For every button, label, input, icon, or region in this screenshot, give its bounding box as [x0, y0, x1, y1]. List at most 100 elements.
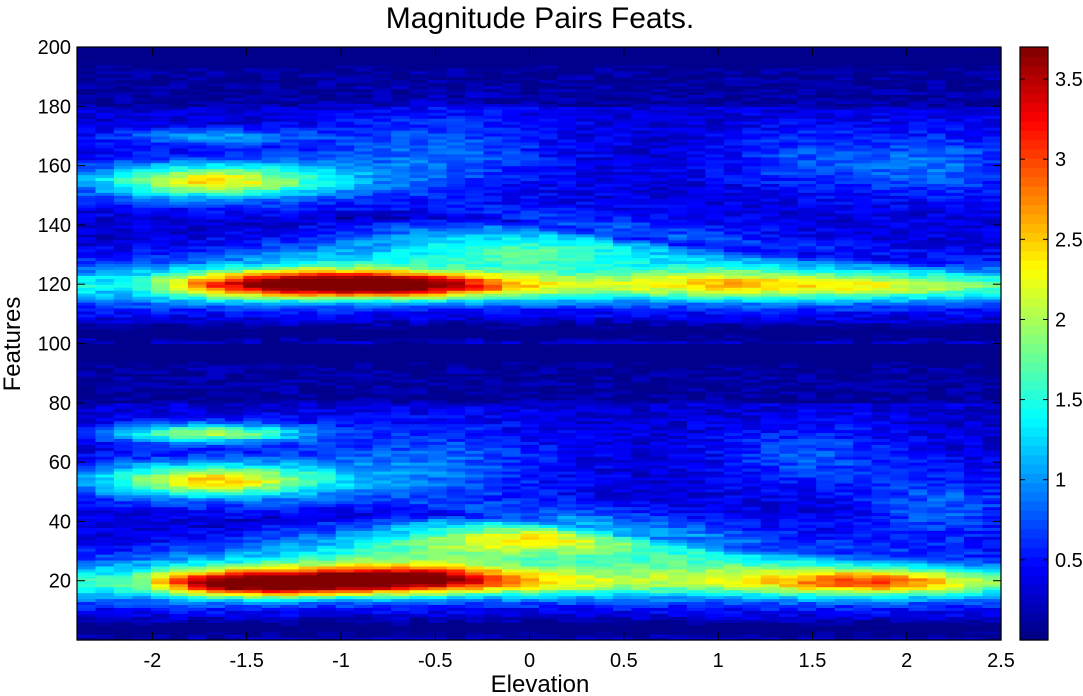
heatmap-cell: [150, 236, 170, 241]
heatmap-cell: [77, 580, 97, 585]
heatmap-cell: [113, 542, 134, 546]
heatmap-cell: [483, 130, 503, 134]
heatmap-cell: [261, 162, 281, 167]
heatmap-cell: [150, 213, 170, 217]
heatmap-cell: [502, 79, 522, 84]
heatmap-cell: [187, 503, 207, 508]
heatmap-cell: [335, 218, 355, 223]
heatmap-cell: [391, 462, 411, 466]
heatmap-cell: [95, 70, 115, 75]
heatmap-cell: [317, 512, 337, 517]
heatmap-cell: [465, 583, 485, 588]
heatmap-cell: [409, 414, 429, 419]
heatmap-cell: [261, 109, 281, 113]
heatmap-cell: [409, 150, 429, 155]
heatmap-cell: [465, 313, 485, 318]
heatmap-cell: [502, 592, 522, 597]
heatmap-cell: [502, 577, 522, 582]
heatmap-cell: [298, 414, 318, 419]
heatmap-cell: [391, 361, 411, 365]
heatmap-cell: [465, 568, 485, 573]
heatmap-cell: [243, 476, 263, 481]
heatmap-cell: [95, 637, 115, 641]
heatmap-cell: [317, 210, 337, 214]
heatmap-cell: [113, 574, 134, 579]
heatmap-cell: [335, 423, 355, 428]
heatmap-cell: [77, 512, 97, 517]
heatmap-cell: [150, 100, 170, 104]
heatmap-cell: [409, 58, 429, 63]
heatmap-cell: [317, 130, 337, 134]
heatmap-cell: [409, 275, 429, 279]
heatmap-cell: [280, 358, 300, 362]
heatmap-cell: [446, 616, 466, 620]
heatmap-cell: [520, 485, 540, 490]
heatmap-cell: [95, 248, 115, 253]
heatmap-cell: [187, 616, 207, 620]
heatmap-cell: [298, 503, 318, 508]
heatmap-cell: [206, 616, 226, 620]
heatmap-cell: [317, 568, 337, 573]
heatmap-cell: [483, 61, 503, 66]
heatmap-cell: [409, 447, 429, 451]
heatmap-cell: [372, 130, 392, 134]
heatmap-cell: [243, 631, 263, 635]
heatmap-cell: [261, 204, 281, 208]
heatmap-cell: [261, 118, 281, 122]
heatmap-cell: [261, 390, 281, 395]
heatmap-cell: [95, 373, 115, 377]
heatmap-cell: [298, 304, 318, 309]
heatmap-cell: [187, 459, 207, 463]
heatmap-cell: [298, 186, 318, 190]
heatmap-cell: [465, 55, 485, 60]
heatmap-cell: [409, 118, 429, 122]
heatmap-cell: [224, 85, 244, 90]
heatmap-cell: [372, 201, 392, 205]
heatmap-cell: [335, 301, 355, 306]
heatmap-cell: [187, 399, 207, 404]
heatmap-cell: [354, 613, 374, 617]
heatmap-cell: [372, 390, 392, 395]
heatmap-cell: [113, 580, 134, 585]
heatmap-cell: [391, 334, 411, 339]
heatmap-cell: [169, 402, 189, 407]
heatmap-cell: [446, 414, 466, 419]
heatmap-cell: [391, 399, 411, 404]
heatmap-cell: [483, 138, 503, 143]
heatmap-cell: [372, 319, 392, 324]
heatmap-cell: [391, 598, 411, 603]
heatmap-cell: [446, 58, 466, 63]
heatmap-cell: [95, 162, 115, 167]
heatmap-cell: [465, 515, 485, 520]
heatmap-cell: [280, 607, 300, 611]
heatmap-cell: [428, 269, 448, 273]
heatmap-cell: [224, 150, 244, 155]
heatmap-cell: [372, 595, 392, 600]
heatmap-cell: [77, 527, 97, 531]
heatmap-cell: [113, 613, 134, 617]
heatmap-cell: [520, 141, 540, 146]
heatmap-cell: [298, 343, 318, 348]
heatmap-cell: [520, 239, 540, 244]
heatmap-cell: [261, 387, 281, 392]
heatmap-cell: [502, 390, 522, 395]
heatmap-cell: [206, 177, 226, 182]
heatmap-cell: [187, 127, 207, 131]
heatmap-cell: [520, 210, 540, 214]
heatmap-cell: [206, 500, 226, 505]
heatmap-cell: [483, 429, 503, 434]
heatmap-cell: [77, 61, 97, 66]
heatmap-cell: [243, 432, 263, 437]
heatmap-cell: [150, 601, 170, 606]
heatmap-cell: [77, 204, 97, 208]
heatmap-cell: [391, 589, 411, 594]
heatmap-cell: [280, 429, 300, 434]
heatmap-cell: [446, 296, 466, 300]
heatmap-cell: [409, 218, 429, 223]
heatmap-cell: [150, 509, 170, 514]
heatmap-cell: [150, 165, 170, 170]
heatmap-cell: [409, 497, 429, 502]
heatmap-cell: [95, 150, 115, 155]
heatmap-cell: [280, 367, 300, 371]
heatmap-cell: [261, 385, 281, 389]
